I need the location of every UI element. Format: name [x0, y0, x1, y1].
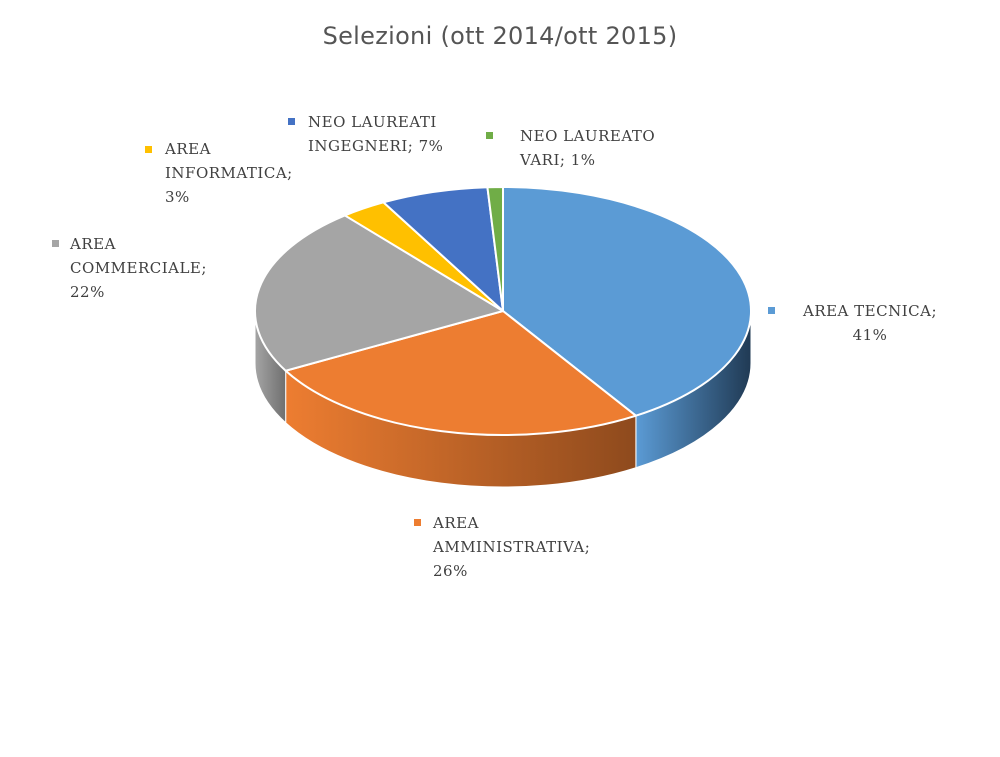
- chart-title: Selezioni (ott 2014/ott 2015): [322, 22, 678, 50]
- label-swatch-area-amministrativa: [414, 519, 421, 526]
- pie-slice-neo-laureati-ingegneri: [382, 186, 504, 312]
- data-label-area-informatica: AREA INFORMATICA; 3%: [165, 140, 293, 206]
- label-swatch-area-informatica: [145, 146, 152, 153]
- data-label-area-tecnica: AREA TECNICA; 41%: [802, 302, 938, 344]
- data-label-area-amministrativa: AREA AMMINISTRATIVA; 26%: [433, 514, 591, 580]
- pie-slice-area-amministrativa: [284, 310, 637, 436]
- data-label-area-commerciale: AREA COMMERCIALE; 22%: [70, 235, 207, 301]
- data-label-neo-laureato-vari: NEO LAUREATO VARI; 1%: [520, 127, 656, 169]
- label-swatch-neo-laureati-ingegneri: [288, 118, 295, 125]
- data-label-neo-laureati-ingegneri: NEO LAUREATI INGEGNERI; 7%: [308, 113, 444, 155]
- pie-slice-neo-laureato-vari: [486, 186, 504, 312]
- pie-slice-area-commerciale: [254, 214, 504, 372]
- label-swatch-area-commerciale: [52, 240, 59, 247]
- label-swatch-neo-laureato-vari: [486, 132, 493, 139]
- pie-slice-area-tecnica: [502, 186, 752, 417]
- label-swatch-area-tecnica: [768, 307, 775, 314]
